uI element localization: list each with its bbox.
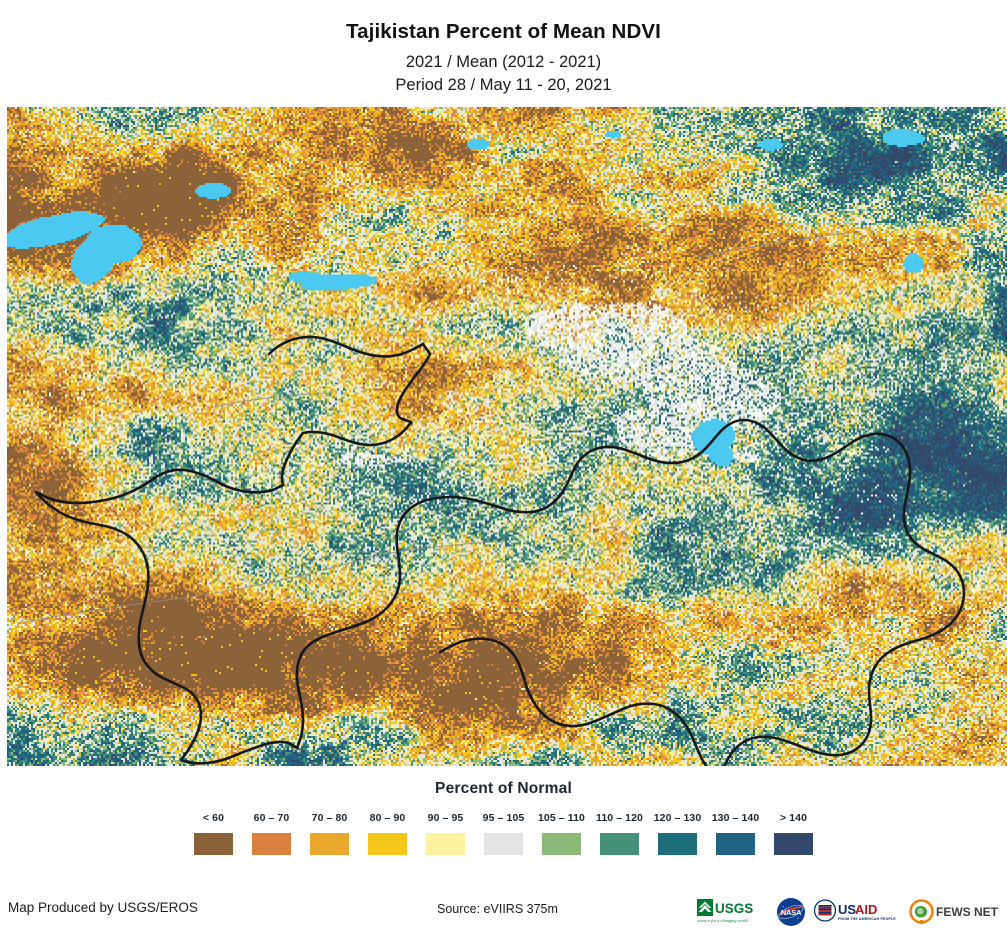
legend-item-label: 110 – 120: [595, 812, 644, 824]
legend-item-label: 70 – 80: [311, 812, 348, 824]
legend-item-swatch: [310, 833, 349, 855]
map-credit: Map Produced by USGS/EROS: [8, 900, 198, 915]
svg-text:FEWS NET: FEWS NET: [936, 905, 999, 919]
legend-item-swatch: [252, 833, 291, 855]
title-block: Tajikistan Percent of Mean NDVI 2021 / M…: [0, 0, 1007, 97]
map-vector-overlay: [24, 232, 966, 766]
legend-item: 120 – 130: [649, 812, 707, 855]
legend-item: 80 – 90: [359, 812, 417, 855]
legend-title: Percent of Normal: [435, 780, 572, 797]
legend-item-label: 120 – 130: [653, 812, 702, 824]
legend-item-label: 130 – 140: [711, 812, 760, 824]
legend-item-label: 80 – 90: [369, 812, 406, 824]
svg-text:US: US: [838, 902, 856, 917]
map-subtitle-period-comparison: 2021 / Mean (2012 - 2021): [405, 52, 602, 71]
svg-text:USGS: USGS: [715, 901, 753, 916]
legend-item: 110 – 120: [591, 812, 649, 855]
legend-item: 70 – 80: [301, 812, 359, 855]
legend-item-label: < 60: [202, 812, 225, 824]
legend-item-swatch: [484, 833, 523, 855]
legend-item-label: > 140: [779, 812, 808, 824]
legend-item: 95 – 105: [475, 812, 533, 855]
ndvi-anomaly-raster: [7, 107, 1007, 766]
legend-item-swatch: [774, 833, 813, 855]
usaid-logo[interactable]: US AID FROM THE AMERICAN PEOPLE: [813, 897, 901, 927]
svg-text:science for a changing world: science for a changing world: [698, 918, 749, 923]
page-title: Tajikistan Percent of Mean NDVI: [346, 20, 661, 43]
nasa-logo[interactable]: NASA: [776, 897, 806, 927]
fewsnet-logo[interactable]: FEWS NET: [908, 897, 1004, 927]
map-canvas[interactable]: [7, 107, 1007, 766]
legend-item-label: 60 – 70: [253, 812, 290, 824]
legend-item-swatch: [716, 833, 755, 855]
legend-item-swatch: [194, 833, 233, 855]
legend-item: < 60: [185, 812, 243, 855]
footer: Map Produced by USGS/EROS Source: eVIIRS…: [0, 893, 1007, 931]
legend-item: 90 – 95: [417, 812, 475, 855]
subnational-boundaries: [24, 232, 848, 623]
legend-item-swatch: [658, 833, 697, 855]
legend-item: > 140: [765, 812, 823, 855]
legend-item-label: 90 – 95: [427, 812, 464, 824]
legend-item-swatch: [368, 833, 407, 855]
legend-items: < 60 60 – 70 70 – 80 80 – 90 90 – 95 95 – 105…: [0, 812, 1007, 855]
legend-item-swatch: [542, 833, 581, 855]
svg-text:FROM THE AMERICAN PEOPLE: FROM THE AMERICAN PEOPLE: [838, 917, 896, 921]
legend-item: 130 – 140: [707, 812, 765, 855]
legend-item-swatch: [600, 833, 639, 855]
logo-strip: USGS science for a changing world NASA: [697, 895, 1004, 929]
legend-item: 60 – 70: [243, 812, 301, 855]
data-source: Source: eVIIRS 375m: [437, 902, 558, 916]
tajikistan-national-border: [34, 335, 966, 766]
legend-item-label: 95 – 105: [482, 812, 525, 824]
map-subtitle-date-range: Period 28 / May 11 - 20, 2021: [395, 75, 612, 94]
legend-item-label: 105 – 110: [537, 812, 586, 824]
legend: Percent of Normal < 60 60 – 70 70 – 80 80 –…: [0, 780, 1007, 855]
legend-item-swatch: [426, 833, 465, 855]
svg-text:NASA: NASA: [781, 908, 802, 917]
legend-item: 105 – 110: [533, 812, 591, 855]
svg-text:AID: AID: [855, 902, 877, 917]
usgs-logo[interactable]: USGS science for a changing world: [697, 897, 769, 927]
